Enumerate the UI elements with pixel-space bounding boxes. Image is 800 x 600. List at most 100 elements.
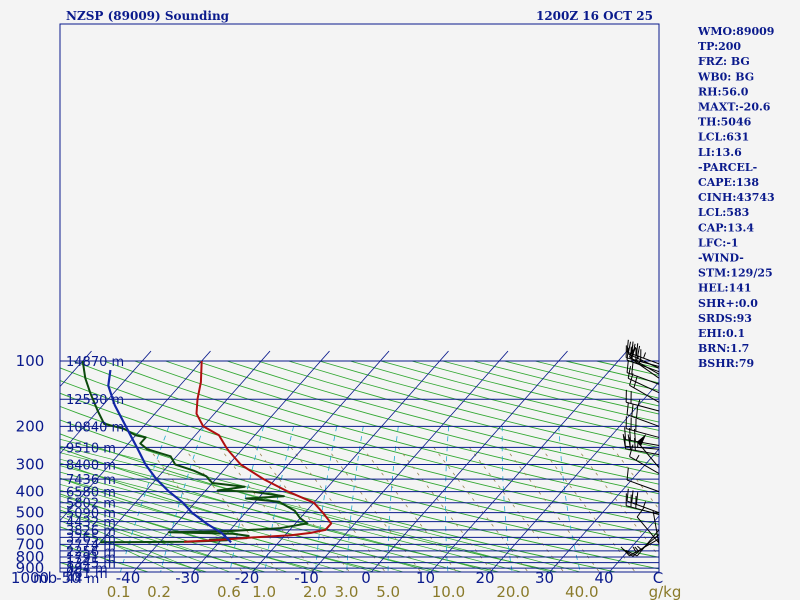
index-line: LFC:-1 [698, 236, 739, 249]
dry-adiabat [60, 447, 501, 572]
index-line: WMO:89009 [697, 25, 774, 38]
index-line: EHI:0.1 [698, 327, 745, 340]
moist-adiabat [60, 489, 347, 572]
index-line: -PARCEL- [698, 161, 757, 174]
dry-adiabat [60, 509, 267, 572]
index-line: LCL:583 [698, 206, 749, 219]
dry-adiabat [60, 543, 150, 572]
isotherm [60, 350, 211, 522]
pressure-label: 800 [16, 548, 45, 566]
wind-barb [626, 467, 660, 493]
mixing-ratio-line [501, 426, 513, 572]
moist-adiabat [60, 471, 435, 572]
height-label: 2256 m [66, 545, 116, 560]
dry-adiabat [72, 360, 659, 525]
dry-adiabat [196, 360, 659, 485]
temperature-line [184, 360, 333, 543]
pressure-label: 400 [16, 483, 45, 501]
index-line: TH:5046 [698, 116, 752, 129]
index-line: CAP:13.4 [698, 221, 754, 234]
wind-barb [629, 345, 660, 375]
plot-frame [59, 23, 660, 573]
height-label: 6580 m [66, 486, 116, 501]
height-label: 3265 m [66, 531, 116, 546]
height-label: 5802 m [66, 497, 116, 512]
pressure-label: 700 [16, 535, 45, 553]
height-label: 5090 m [66, 507, 116, 522]
isotherm [60, 350, 152, 455]
mixing-ratio-label: 0.6 [217, 583, 241, 600]
mixing-ratio-line [346, 426, 364, 572]
moist-adiabat [60, 465, 464, 572]
wind-barb [620, 538, 660, 557]
index-line: SHR+:0.0 [698, 297, 758, 310]
dry-adiabat [60, 561, 92, 572]
pressure-label: 300 [16, 456, 45, 474]
dry-adiabat [60, 433, 560, 572]
mixing-ratio-line [314, 426, 338, 572]
chart-title-left: NZSP (89009) Sounding [66, 9, 230, 23]
dry-adiabat [60, 493, 326, 572]
wind-barb [636, 506, 660, 544]
mixing-ratio-label: 20.0 [496, 583, 529, 600]
height-label: 14870 m [66, 355, 124, 370]
background-grid [60, 350, 659, 572]
mixing-ratio-label: 5.0 [376, 583, 400, 600]
moist-adiabat [60, 520, 175, 572]
mixing-ratio-line [558, 426, 581, 572]
wind-barb [629, 444, 660, 474]
index-line: WB0: BG [697, 70, 754, 83]
wind-barb [652, 510, 660, 545]
pressure-unit-label: mb [33, 569, 57, 587]
index-line: HEL:141 [698, 282, 752, 295]
temperature-tick-label: 10 [416, 569, 435, 587]
mixing-ratio-line [119, 426, 170, 572]
mixing-ratio-line [387, 426, 399, 572]
index-line: MAXT:-20.6 [698, 101, 771, 114]
mixing-ratio-line [264, 426, 294, 572]
height-label: 2774 m [66, 538, 116, 553]
index-line: BRN:1.7 [698, 342, 749, 355]
temperature-tick-label: -50 [56, 569, 81, 587]
moist-adiabat [60, 438, 582, 572]
moist-adiabat [60, 511, 232, 572]
index-line: FRZ: BG [698, 55, 750, 68]
mixing-ratio-line [445, 426, 450, 572]
temperature-unit-label: C [653, 569, 663, 587]
pressure-label: 200 [16, 417, 45, 435]
chart-title-right: 1200Z 16 OCT 25 [536, 9, 653, 23]
dry-adiabat [257, 360, 659, 466]
pressure-label: 100 [16, 352, 45, 370]
height-label: 3826 m [66, 524, 116, 539]
height-label: 4432 m [66, 516, 116, 531]
temperature-tick-label: -10 [294, 569, 319, 587]
wind-barb [630, 346, 660, 379]
index-line: LI:13.6 [698, 146, 742, 159]
index-line: RH:56.0 [698, 85, 749, 98]
height-label: 9510 m [66, 441, 116, 456]
mixing-ratio-label: 3.0 [335, 583, 359, 600]
parcel-line [107, 369, 232, 544]
moist-adiabat [60, 452, 523, 572]
index-line: SRDS:93 [698, 312, 752, 325]
temperature-tick-label: 0 [361, 569, 371, 587]
wind-barb [625, 389, 660, 412]
temperature-tick-label: -20 [235, 569, 260, 587]
dry-adiabat [60, 367, 659, 536]
mixing-ratio-label: 0.2 [147, 583, 171, 600]
moist-adiabat [60, 495, 318, 572]
height-label: 1345 m [66, 557, 116, 572]
dry-adiabat [226, 360, 659, 476]
index-line: TP:200 [698, 40, 741, 53]
index-line: LCL:631 [698, 131, 749, 144]
wind-barb [626, 488, 660, 514]
height-label: 461 m [66, 567, 108, 582]
moist-adiabat [60, 515, 203, 572]
mixing-ratio-label: 10.0 [432, 583, 465, 600]
pressure-label: 600 [16, 521, 45, 539]
pressure-label: 1000 [11, 569, 49, 587]
wind-barbs [620, 339, 660, 557]
